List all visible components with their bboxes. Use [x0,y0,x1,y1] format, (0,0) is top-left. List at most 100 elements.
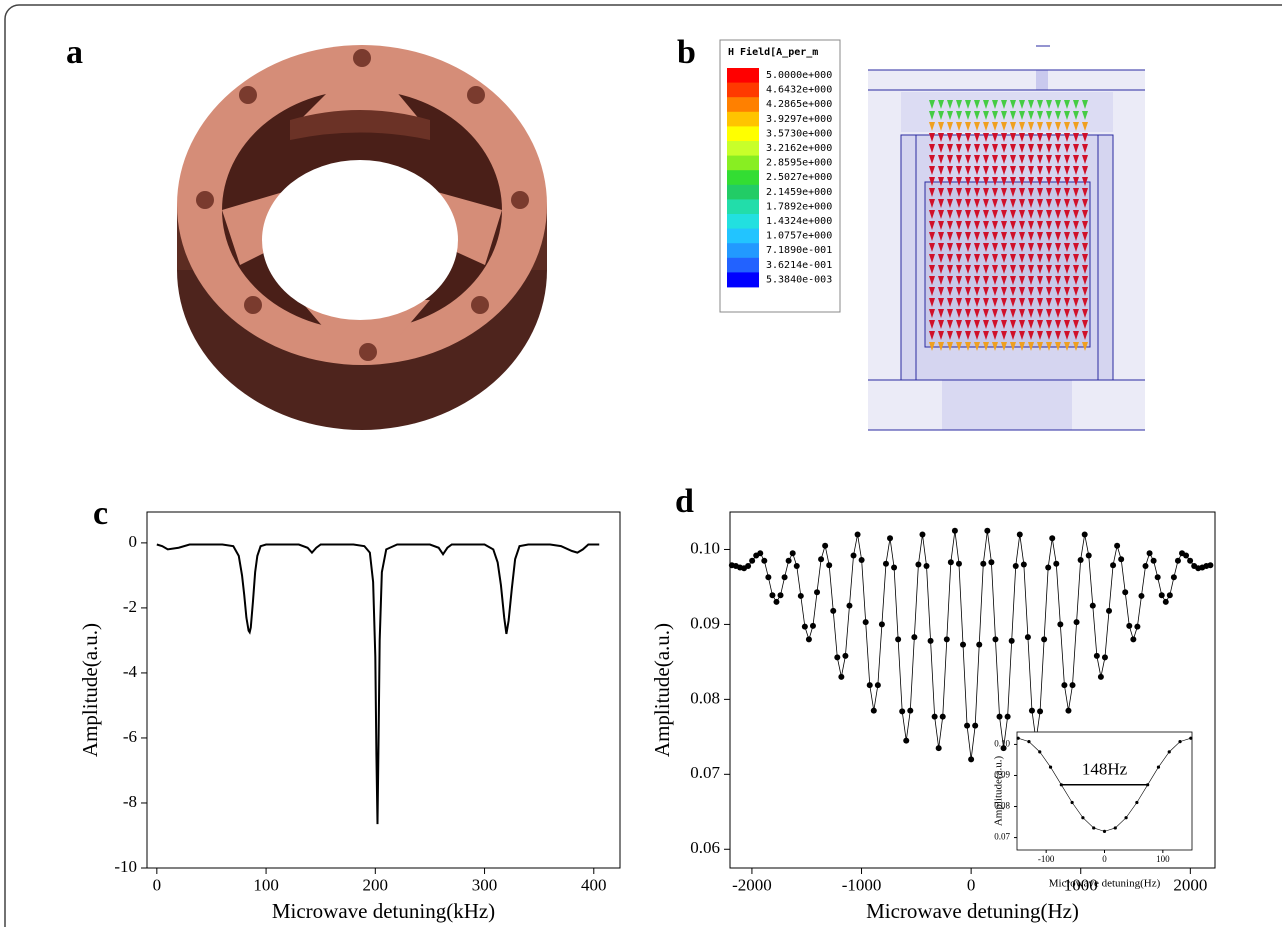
field-arrow [983,265,989,274]
field-arrow [1010,100,1016,109]
data-point [822,542,829,549]
legend-swatch [727,126,759,142]
x-tick-label: 0 [1102,854,1107,864]
field-arrow [965,122,971,131]
field-arrow [929,254,935,263]
field-arrow [992,287,998,296]
field-arrow [938,298,944,307]
field-arrow [1028,177,1034,186]
field-arrow [983,331,989,340]
legend-label: 5.3840e-003 [766,274,832,285]
field-arrow [1001,287,1007,296]
field-arrow [1019,298,1025,307]
field-arrow [1046,276,1052,285]
field-arrow [938,210,944,219]
legend-swatch [727,170,759,186]
data-point [1146,550,1153,557]
field-arrow [1001,177,1007,186]
field-arrow [1037,331,1043,340]
field-arrow [1082,232,1088,241]
field-arrow [983,254,989,263]
field-arrow [1064,210,1070,219]
field-arrow [974,331,980,340]
data-point [870,707,877,714]
data-point [846,602,853,609]
field-arrow [1037,298,1043,307]
field-arrow [1046,287,1052,296]
field-arrow [1082,287,1088,296]
data-point [834,654,841,661]
field-arrow [1064,133,1070,142]
field-arrow [947,309,953,318]
field-arrow [1046,309,1052,318]
field-arrow [1073,243,1079,252]
field-arrow [1082,133,1088,142]
field-arrow [965,100,971,109]
field-arrow [1001,254,1007,263]
field-arrow [1028,221,1034,230]
field-arrow [974,144,980,153]
x-axis-label: Microwave detuning(Hz) [866,899,1079,923]
data-point [923,562,930,569]
field-arrow [1082,144,1088,153]
data-point [1126,622,1133,629]
field-arrow [1064,166,1070,175]
data-point [781,574,788,581]
field-arrow [1082,188,1088,197]
field-arrow [1001,265,1007,274]
field-arrow [1082,276,1088,285]
field-arrow [929,287,935,296]
data-point [1183,552,1190,559]
field-arrow [1010,243,1016,252]
field-arrow [1037,122,1043,131]
field-arrow [1055,100,1061,109]
field-arrow [1001,309,1007,318]
field-arrow [1010,221,1016,230]
field-arrow [1082,221,1088,230]
data-point [1053,560,1060,567]
x-tick-label: 0 [153,876,162,895]
field-arrow [929,122,935,131]
field-arrow [1010,166,1016,175]
field-arrow [965,331,971,340]
field-arrow [1028,188,1034,197]
field-arrow [929,309,935,318]
field-arrow [1073,111,1079,120]
data-point [1114,542,1121,549]
field-arrow [992,155,998,164]
field-arrow [1037,177,1043,186]
data-point [1135,800,1139,805]
field-arrow [1028,210,1034,219]
field-arrow [1001,298,1007,307]
field-arrow [938,232,944,241]
field-arrow [947,199,953,208]
field-arrow [1073,221,1079,230]
field-arrow [1064,199,1070,208]
field-arrow [1046,166,1052,175]
field-arrow [929,221,935,230]
data-point [842,652,849,659]
field-arrow [1055,133,1061,142]
data-point [878,621,885,628]
data-point [1106,607,1113,614]
y-tick-label: 0.10 [690,538,720,557]
field-arrow [1073,331,1079,340]
y-tick-label: 0.06 [690,838,720,857]
field-arrow [1082,320,1088,329]
field-arrow [992,188,998,197]
field-arrow [974,276,980,285]
field-arrow [992,122,998,131]
field-arrow [1073,144,1079,153]
data-point [1122,589,1129,596]
legend-label: 4.2865e+000 [766,99,832,110]
data-point [1027,740,1031,744]
field-arrow [1055,309,1061,318]
field-arrow [1019,210,1025,219]
field-arrow [1055,342,1061,351]
field-arrow [947,232,953,241]
legend-swatch [727,214,759,229]
field-arrow [1073,320,1079,329]
field-arrow [1073,177,1079,186]
field-arrow [1055,188,1061,197]
data-point [882,560,889,567]
